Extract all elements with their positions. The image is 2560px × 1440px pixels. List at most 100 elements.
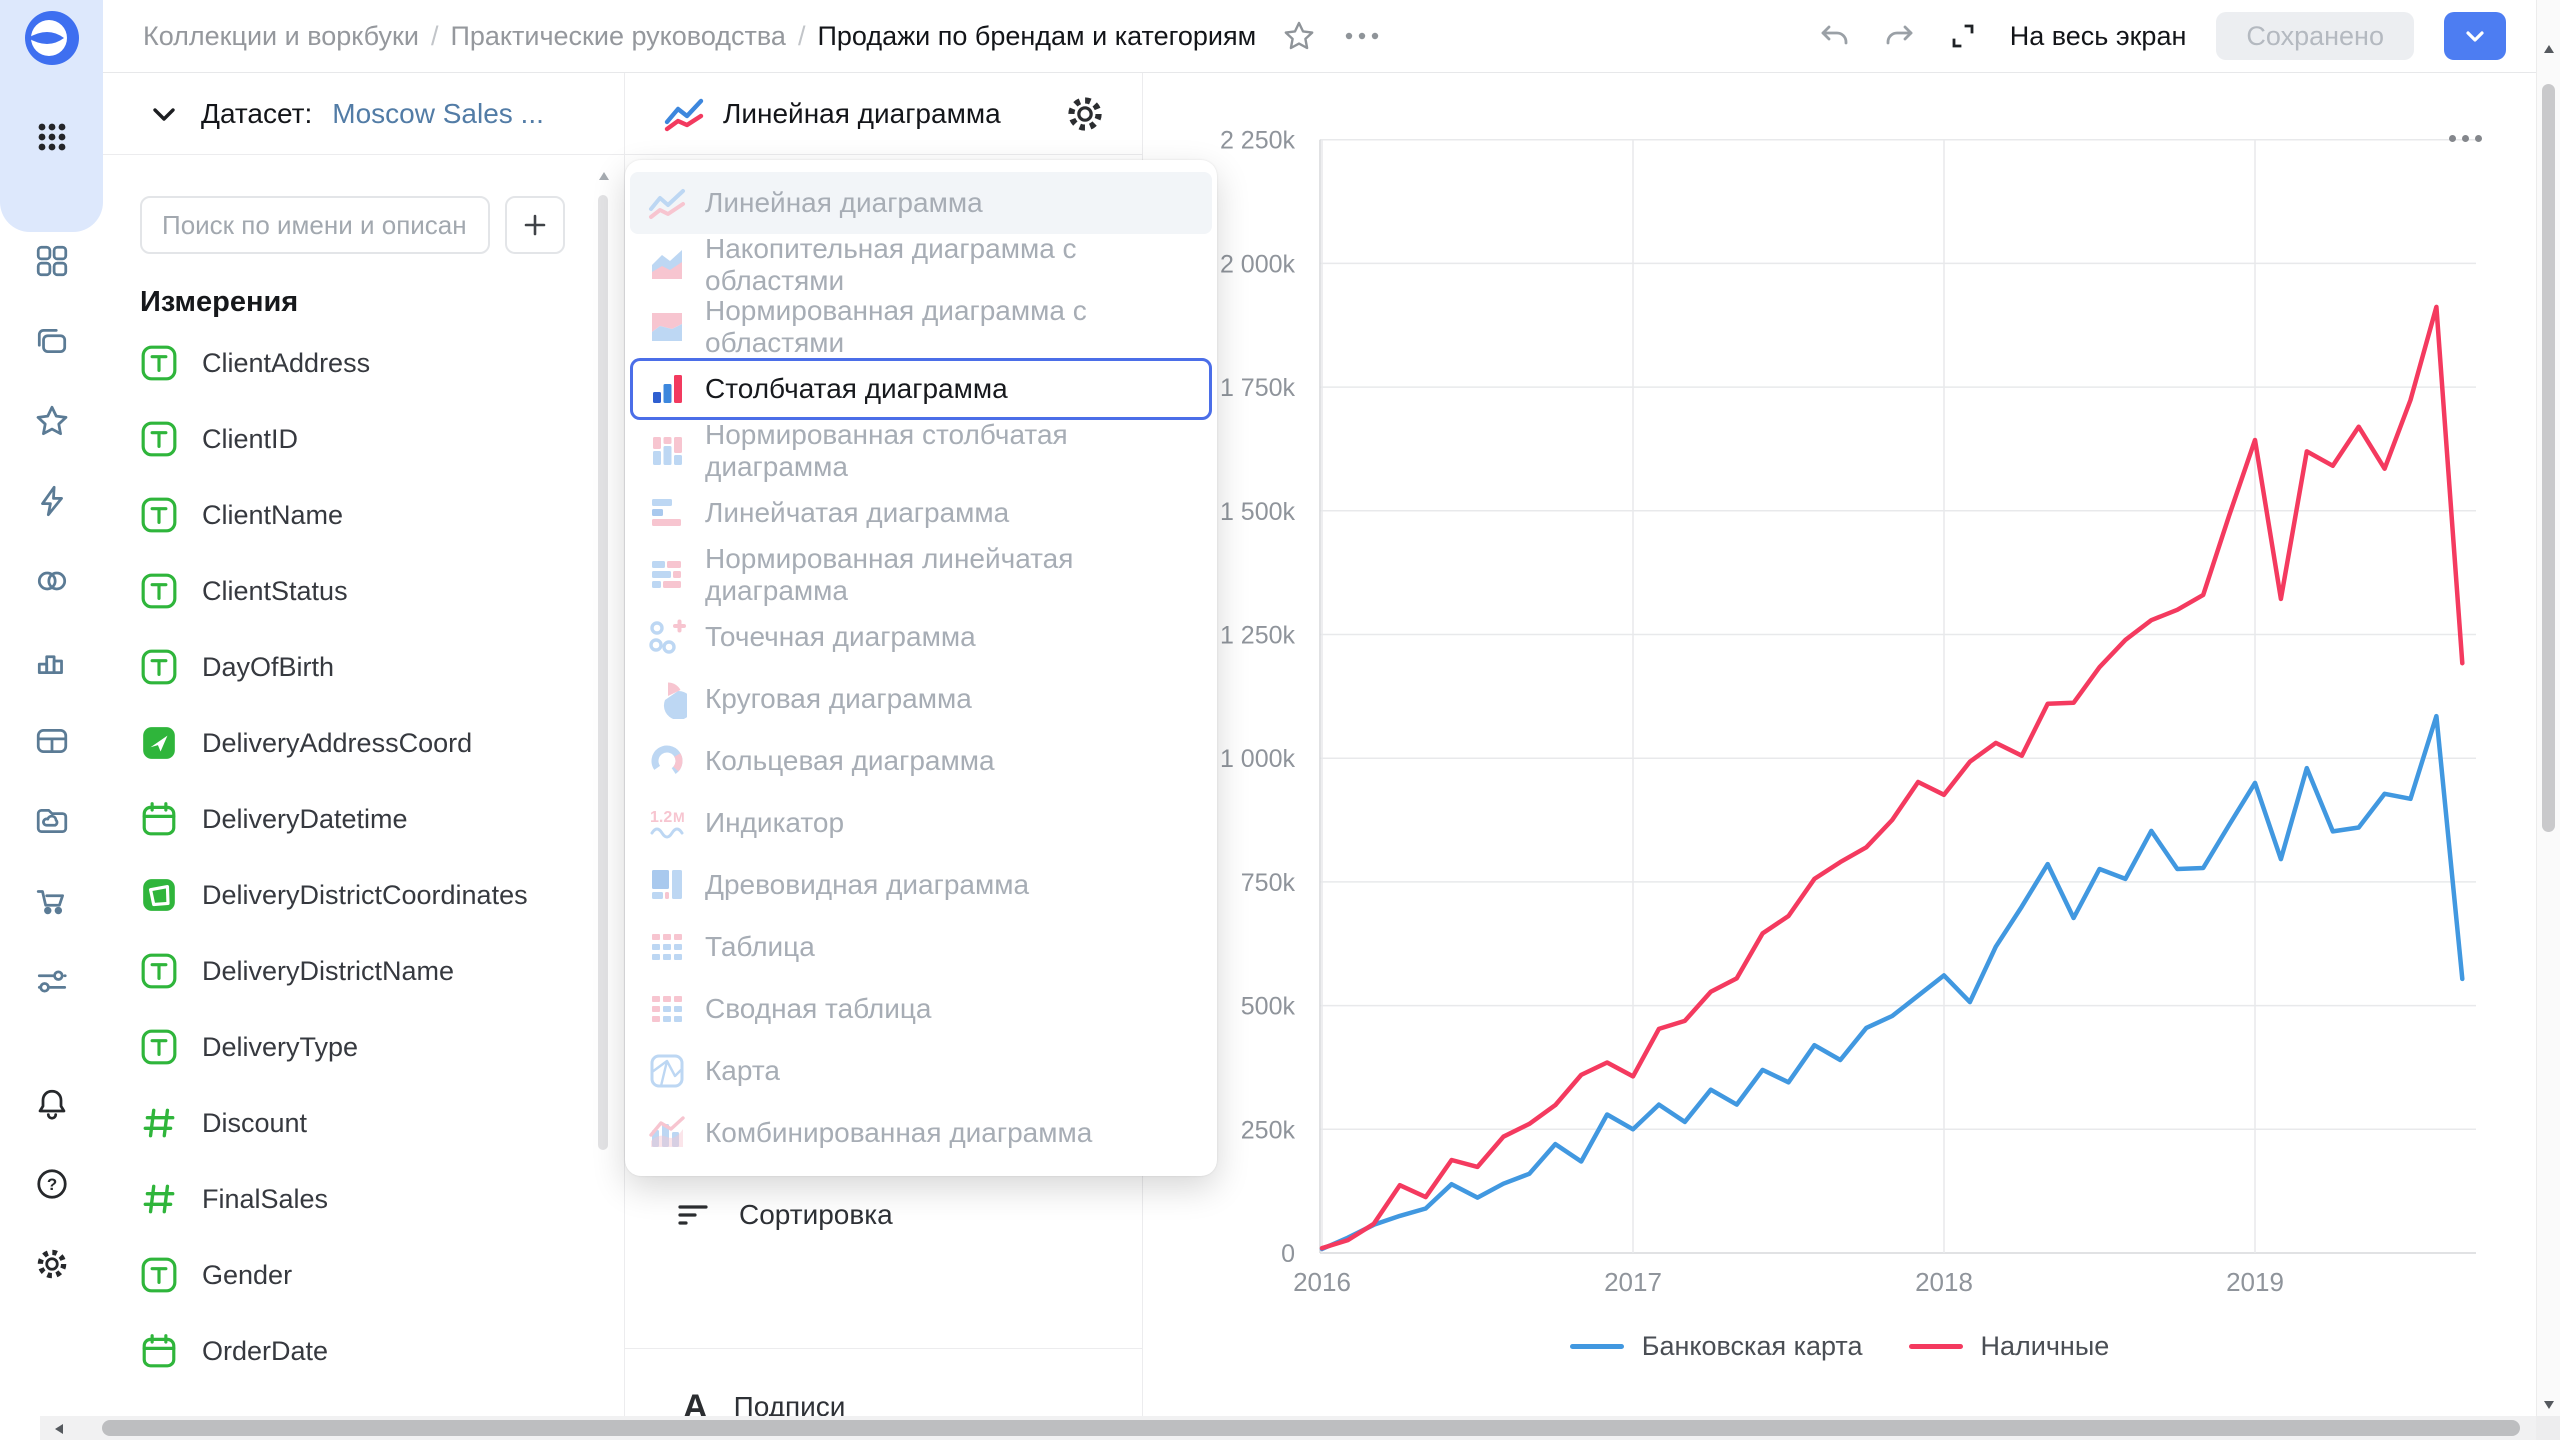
chevron-down-icon[interactable] bbox=[147, 97, 181, 131]
notifications-bell-icon[interactable] bbox=[34, 1086, 70, 1122]
field-type-geopolygon-icon bbox=[140, 876, 178, 914]
marketplace-cart-icon[interactable] bbox=[34, 883, 70, 919]
chart-type-option[interactable]: Таблица bbox=[630, 916, 1212, 978]
chart-type-select[interactable]: Линейная диаграмма bbox=[723, 97, 1001, 129]
field-type-string-icon bbox=[140, 952, 178, 990]
field-type-string-icon bbox=[140, 496, 178, 534]
apps-grid-icon[interactable] bbox=[34, 119, 70, 155]
more-ellipsis-icon[interactable] bbox=[1342, 30, 1382, 42]
legend-label: Банковская карта bbox=[1641, 1330, 1863, 1361]
breadcrumb-item: Продажи по брендам и категориям bbox=[817, 20, 1257, 51]
chart-type-option-label: Линейная диаграмма bbox=[705, 187, 983, 218]
favorites-star-icon[interactable] bbox=[34, 403, 70, 439]
field-type-string-icon bbox=[140, 648, 178, 686]
storage-folder-icon[interactable] bbox=[34, 803, 70, 839]
sorting-section[interactable]: Сортировка bbox=[673, 1189, 893, 1241]
chart-type-option[interactable]: Сводная таблица bbox=[630, 978, 1212, 1040]
series-bank-card bbox=[1319, 713, 2465, 1252]
field-name: DeliveryDistrictName bbox=[202, 955, 455, 986]
field-name: DeliveryAddressCoord bbox=[202, 727, 473, 758]
chart-type-option[interactable]: Линейная диаграмма bbox=[630, 172, 1212, 234]
horizontal-scrollbar[interactable] bbox=[40, 1416, 2536, 1440]
vertical-scrollbar[interactable] bbox=[2536, 0, 2560, 1416]
field-item-dayofbirth[interactable]: DayOfBirth bbox=[140, 629, 578, 705]
chart-type-option[interactable]: Нормированная диаграмма с областями bbox=[630, 295, 1212, 358]
datalens-logo-icon[interactable] bbox=[22, 8, 82, 68]
dataset-name-link[interactable]: Moscow Sales ... bbox=[332, 97, 544, 129]
charts-bars-icon[interactable] bbox=[34, 643, 70, 679]
save-button[interactable]: Сохранено bbox=[2216, 12, 2414, 60]
field-item-orderdate[interactable]: OrderDate bbox=[140, 1313, 578, 1389]
chart-type-combined-icon bbox=[647, 1113, 687, 1153]
field-item-clientstatus[interactable]: ClientStatus bbox=[140, 553, 578, 629]
series-cash bbox=[1319, 304, 2465, 1251]
legend-item[interactable]: Наличные bbox=[1908, 1331, 2109, 1362]
y-axis-tick-label: 1 500k bbox=[1220, 498, 1296, 526]
field-name: Discount bbox=[202, 1107, 308, 1138]
quick-actions-bolt-icon[interactable] bbox=[34, 483, 70, 519]
help-icon[interactable]: ? bbox=[34, 1166, 70, 1202]
fullscreen-button[interactable]: На весь экран bbox=[2009, 20, 2187, 51]
services-sliders-icon[interactable] bbox=[34, 963, 70, 999]
x-axis-tick-label: 2016 bbox=[1293, 1267, 1351, 1297]
undo-icon[interactable] bbox=[1818, 19, 1852, 53]
field-item-deliverydistrictcoordinates[interactable]: DeliveryDistrictCoordinates bbox=[140, 857, 578, 933]
chart-settings-gear-icon[interactable] bbox=[1064, 93, 1106, 135]
field-item-deliverydatetime[interactable]: DeliveryDatetime bbox=[140, 781, 578, 857]
chart-type-option[interactable]: Точечная диаграмма bbox=[630, 606, 1212, 668]
line-chart-icon bbox=[661, 92, 705, 136]
y-axis-tick-label: 1 250k bbox=[1220, 622, 1296, 650]
chart-type-option[interactable]: Древовидная диаграмма bbox=[630, 854, 1212, 916]
chart-type-option[interactable]: Круговая диаграмма bbox=[630, 668, 1212, 730]
tables-icon[interactable] bbox=[34, 723, 70, 759]
field-item-deliverydistrictname[interactable]: DeliveryDistrictName bbox=[140, 933, 578, 1009]
field-item-discount[interactable]: Discount bbox=[140, 1085, 578, 1161]
y-axis-tick-label: 1 000k bbox=[1220, 745, 1296, 773]
panel-scroll-up-icon[interactable] bbox=[598, 171, 610, 181]
favorite-star-icon[interactable] bbox=[1282, 19, 1316, 53]
field-item-clientname[interactable]: ClientName bbox=[140, 477, 578, 553]
chart-type-option[interactable]: Линейчатая диаграмма bbox=[630, 482, 1212, 544]
search-input[interactable] bbox=[140, 196, 490, 254]
vertical-scrollbar-thumb[interactable] bbox=[2542, 84, 2555, 832]
chart-type-option[interactable]: Нормированная столбчатая диаграмма bbox=[630, 419, 1212, 482]
chart-menu-ellipsis-icon[interactable] bbox=[2439, 125, 2491, 151]
expand-fullscreen-icon[interactable] bbox=[1946, 19, 1980, 53]
breadcrumb-separator: / bbox=[797, 20, 806, 51]
chart-type-option[interactable]: Комбинированная диаграмма bbox=[630, 1102, 1212, 1164]
save-menu-button[interactable] bbox=[2444, 12, 2506, 60]
legend-item[interactable]: Банковская карта bbox=[1569, 1330, 1863, 1362]
field-item-gender[interactable]: Gender bbox=[140, 1237, 578, 1313]
dashboards-icon[interactable] bbox=[34, 243, 70, 279]
chart-type-option[interactable]: Карта bbox=[630, 1040, 1212, 1102]
chart-type-option[interactable]: Столбчатая диаграмма bbox=[630, 358, 1212, 420]
chart-type-option[interactable]: Кольцевая диаграмма bbox=[630, 730, 1212, 792]
field-item-finalsales[interactable]: FinalSales bbox=[140, 1161, 578, 1237]
field-type-number-icon bbox=[140, 1104, 178, 1142]
breadcrumb-item[interactable]: Коллекции и воркбуки bbox=[143, 20, 419, 51]
panel-scrollbar[interactable] bbox=[598, 195, 608, 1150]
redo-icon[interactable] bbox=[1882, 19, 1916, 53]
field-item-clientaddress[interactable]: ClientAddress bbox=[140, 325, 578, 401]
add-field-button[interactable] bbox=[505, 196, 565, 254]
dataset-header: Датасет: Moscow Sales ... bbox=[103, 73, 624, 155]
field-item-deliveryaddresscoord[interactable]: DeliveryAddressCoord bbox=[140, 705, 578, 781]
collections-icon[interactable] bbox=[34, 323, 70, 359]
chart-type-option[interactable]: Нормированная линейчатая диаграмма bbox=[630, 543, 1212, 606]
horizontal-scrollbar-thumb[interactable] bbox=[102, 1420, 2520, 1436]
settings-gear-icon[interactable] bbox=[34, 1246, 70, 1282]
chart-type-option[interactable]: 1.2 M Индикатор bbox=[630, 792, 1212, 854]
field-item-deliverytype[interactable]: DeliveryType bbox=[140, 1009, 578, 1085]
chart-type-option[interactable]: Накопительная диаграмма с областями bbox=[630, 233, 1212, 296]
field-item-clientid[interactable]: ClientID bbox=[140, 401, 578, 477]
chart-type-option-label: Накопительная диаграмма с областями bbox=[705, 233, 1077, 296]
chart-type-option-label: Точечная диаграмма bbox=[705, 621, 976, 652]
chart-type-bar-normalized-icon bbox=[647, 555, 687, 595]
breadcrumb-item[interactable]: Практические руководства bbox=[450, 20, 786, 51]
datasets-venn-icon[interactable] bbox=[34, 563, 70, 599]
line-chart[interactable]: 2 250k 2 000k 1 750k 1 500k 1 250k 1 000k 750k… bbox=[1143, 73, 2536, 1426]
field-type-number-icon bbox=[140, 1180, 178, 1218]
chart-type-option-label: Нормированная столбчатая диаграмма bbox=[705, 419, 1068, 482]
chart-type-area-stacked-icon bbox=[647, 245, 687, 285]
field-type-geopoint-icon bbox=[140, 724, 178, 762]
